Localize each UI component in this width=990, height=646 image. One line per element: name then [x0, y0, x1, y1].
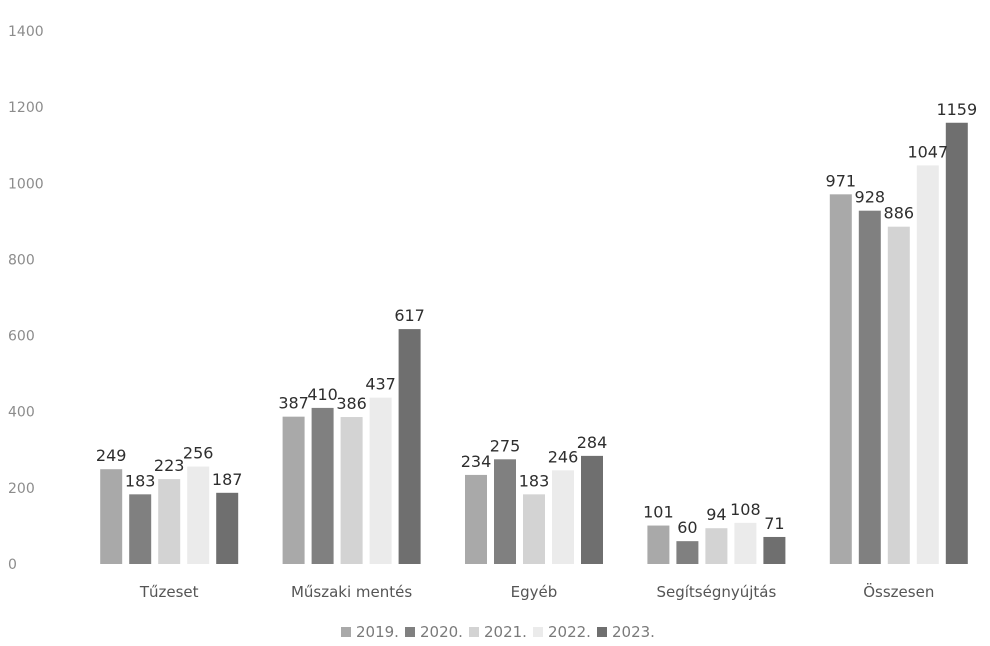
legend-label: 2020.	[420, 623, 463, 641]
bar-2019-2	[465, 474, 487, 564]
data-label: 275	[490, 436, 521, 455]
legend-label: 2021.	[484, 623, 527, 641]
y-tick-label: 600	[8, 329, 35, 345]
x-category-label: Tűzeset	[139, 583, 199, 601]
y-tick-label: 800	[8, 252, 35, 268]
legend-swatch	[469, 627, 479, 637]
data-label: 249	[96, 446, 127, 465]
x-category-label: Egyéb	[511, 583, 558, 601]
bar-2022-2	[552, 470, 574, 564]
data-label: 187	[212, 470, 243, 489]
data-label: 234	[461, 452, 492, 471]
data-label: 386	[336, 394, 367, 413]
x-category-label: Összesen	[863, 582, 934, 601]
data-label: 971	[826, 171, 857, 190]
data-label: 60	[677, 518, 697, 537]
data-label: 183	[125, 471, 156, 490]
bars	[100, 122, 968, 565]
bar-2019-4	[829, 194, 852, 565]
bar-2022-4	[916, 165, 939, 564]
legend-swatch	[533, 627, 543, 637]
bar-2021-4	[887, 226, 910, 565]
legend-swatch	[405, 627, 415, 637]
bar-2019-1	[282, 416, 305, 564]
data-label: 387	[278, 394, 309, 413]
bar-2022-1	[369, 397, 392, 564]
bar-2020-1	[311, 407, 334, 564]
bar-2022-0	[187, 466, 210, 564]
x-axis: Tűzeset Műszaki mentés Egyéb Segítségnyújtá…	[139, 582, 934, 601]
y-tick-label: 0	[8, 557, 17, 573]
data-label: 183	[519, 471, 550, 490]
legend-label: 2023.	[612, 623, 655, 641]
bar-2020-3	[676, 541, 699, 564]
legend-swatch	[597, 627, 607, 637]
y-tick-label: 200	[8, 481, 35, 497]
y-tick-label: 400	[8, 405, 35, 421]
data-label: 437	[365, 375, 396, 394]
legend-swatch	[341, 627, 351, 637]
data-label: 101	[643, 503, 674, 522]
data-label: 94	[706, 505, 726, 524]
data-label: 1047	[907, 142, 948, 161]
bar-2021-1	[340, 417, 363, 564]
data-label: 71	[764, 514, 784, 533]
data-label: 617	[394, 306, 425, 325]
legend: 2019. 2020. 2021. 2022. 2023.	[341, 623, 655, 641]
legend-label: 2019.	[356, 623, 399, 641]
bar-2021-2	[523, 494, 545, 564]
y-tick-label: 1000	[8, 176, 44, 192]
bar-2023-3	[763, 536, 786, 564]
data-label: 246	[548, 447, 579, 466]
bar-2021-3	[705, 528, 728, 564]
bar-2023-0	[216, 492, 239, 564]
data-label: 886	[884, 204, 915, 223]
bar-2019-0	[100, 469, 123, 564]
bar-2021-0	[158, 479, 181, 564]
bar-2023-1	[398, 329, 421, 564]
x-category-label: Műszaki mentés	[291, 583, 412, 601]
y-axis: 0 200 400 600 800 1000 1200 1400	[8, 24, 44, 573]
data-label: 108	[730, 500, 761, 519]
data-label: 928	[855, 188, 886, 207]
y-tick-label: 1400	[8, 24, 44, 40]
data-label: 223	[154, 456, 185, 475]
bar-2020-0	[129, 494, 152, 564]
bar-2022-3	[734, 522, 757, 564]
y-tick-label: 1200	[8, 100, 44, 116]
data-label: 410	[307, 385, 338, 404]
bar-2019-3	[647, 525, 670, 564]
data-label: 256	[183, 444, 214, 463]
data-label: 1159	[936, 100, 977, 119]
bar-2020-2	[494, 459, 516, 564]
legend-label: 2022.	[548, 623, 591, 641]
data-labels: 2491832232561873874103864376172342751832…	[96, 100, 977, 537]
data-label: 284	[577, 433, 608, 452]
bar-2023-4	[945, 122, 968, 565]
bar-2023-2	[581, 455, 603, 564]
x-category-label: Segítségnyújtás	[656, 583, 776, 601]
bar-2020-4	[858, 210, 881, 564]
